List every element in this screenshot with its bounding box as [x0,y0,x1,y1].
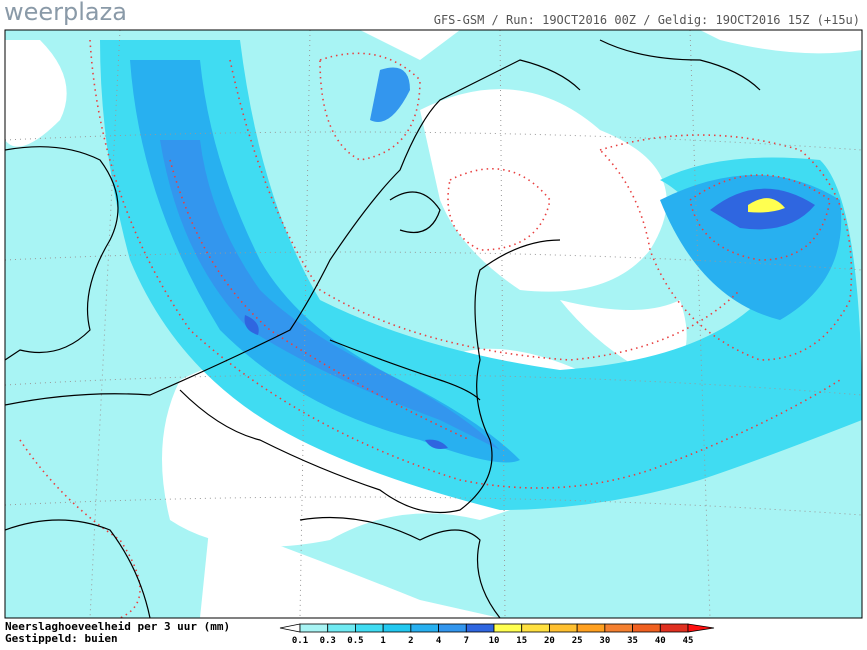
colorbar-box [299,623,329,633]
run-header: GFS-GSM / Run: 19OCT2016 00Z / Geldig: 1… [434,13,860,27]
colorbar-box [632,623,661,633]
colorbar-label: 0.3 [320,636,336,646]
colorbar: 0.1 0.3 0.5 1 2 4 7 10 15 20 25 30 35 40 45 [279,623,715,646]
colorbar-label: 45 [683,636,694,646]
colorbar-box [410,623,439,633]
colorbar-box [659,623,689,633]
colorbar-under [279,623,301,633]
colorbar-box [327,623,356,633]
colorbar-box [493,623,523,633]
colorbar-box [382,623,412,633]
logo: weerplaza [4,0,127,26]
colorbar-label: 0.5 [347,636,363,646]
colorbar-over [687,623,715,633]
colorbar-label: 20 [544,636,555,646]
colorbar-label: 1 [380,636,385,646]
colorbar-box [549,623,578,633]
legend-title: Neerslaghoeveelheid per 3 uur (mm) [5,620,230,633]
legend-subtitle: Gestippeld: buien [5,632,118,645]
colorbar-box [438,623,467,633]
colorbar-box [465,623,495,633]
colorbar-box [521,623,550,633]
colorbar-label: 25 [572,636,583,646]
colorbar-label: 7 [464,636,469,646]
colorbar-label: 30 [599,636,610,646]
colorbar-box [355,623,384,633]
colorbar-label: 0.1 [292,636,308,646]
colorbar-label: 10 [489,636,500,646]
colorbar-box [576,623,606,633]
colorbar-box [604,623,633,633]
colorbar-label: 4 [436,636,442,646]
colorbar-label: 40 [655,636,666,646]
map [4,29,863,619]
colorbar-label: 35 [627,636,638,646]
colorbar-label: 15 [516,636,527,646]
colorbar-label: 2 [408,636,413,646]
